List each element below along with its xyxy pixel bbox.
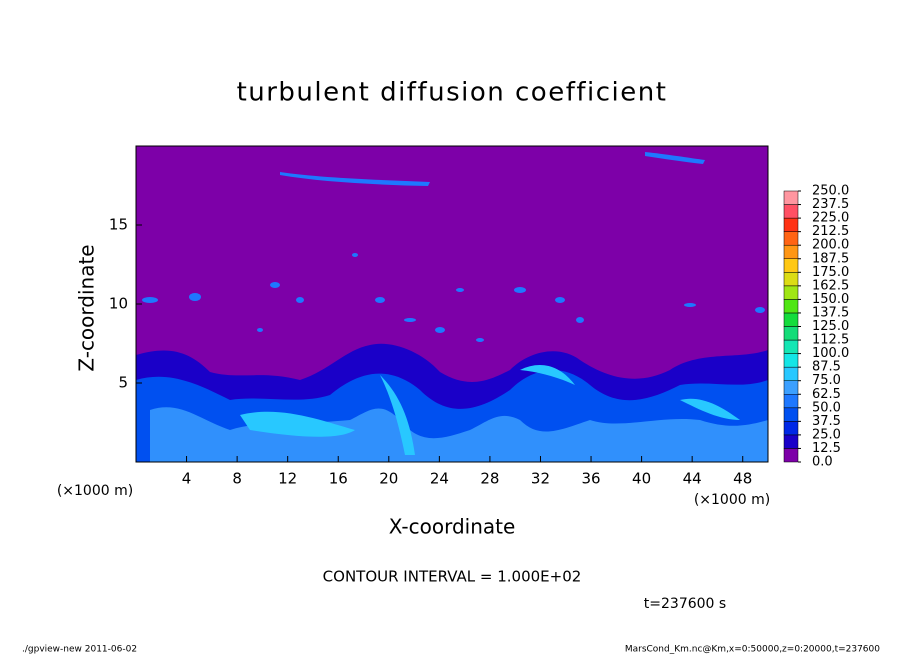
- colorbar-swatch: [783, 448, 799, 463]
- colorbar-label: 137.5: [812, 305, 849, 320]
- colorbar-swatch: [783, 366, 799, 381]
- colorbar-label: 237.5: [812, 197, 849, 212]
- colorbar-swatch: [783, 312, 799, 327]
- colorbar-label: 62.5: [812, 387, 841, 402]
- colorbar-label: 162.5: [812, 278, 849, 293]
- x-tick-label: 12: [278, 470, 297, 488]
- colorbar-swatch: [783, 380, 799, 395]
- x-tick-label: 24: [430, 470, 449, 488]
- colorbar-label: 225.0: [812, 211, 849, 226]
- colorbar-swatch: [783, 326, 799, 341]
- colorbar-swatch: [783, 434, 799, 449]
- field-region: [280, 152, 705, 186]
- colorbar-label: 0.0: [812, 455, 833, 470]
- colorbar-label: 150.0: [812, 292, 849, 307]
- colorbar-swatch: [783, 217, 799, 232]
- colorbar-swatch: [783, 204, 799, 219]
- x-tick-label: 36: [581, 470, 600, 488]
- time-label: t=237600 s: [644, 596, 726, 612]
- colorbar-label: 125.0: [812, 319, 849, 334]
- field-region: [150, 407, 768, 462]
- x-tick-label: 20: [379, 470, 398, 488]
- contour-field: [136, 146, 768, 462]
- contour-interval: CONTOUR INTERVAL = 1.000E+02: [323, 568, 582, 586]
- x-tick-label: 40: [632, 470, 651, 488]
- colorbar-label: 75.0: [812, 373, 841, 388]
- x-tick-label: 48: [733, 470, 752, 488]
- colorbar-swatch: [783, 285, 799, 300]
- x-axis-label: X-coordinate: [389, 515, 516, 539]
- colorbar-label: 175.0: [812, 265, 849, 280]
- x-tick-label: 4: [182, 470, 192, 488]
- colorbar-swatch: [783, 244, 799, 259]
- colorbar-swatch: [783, 258, 799, 273]
- colorbar-label: 212.5: [812, 224, 849, 239]
- colorbar-swatch: [783, 353, 799, 368]
- footer-right: MarsCond_Km.nc@Km,x=0:50000,z=0:20000,t=…: [625, 645, 880, 654]
- colorbar-swatch: [783, 299, 799, 314]
- colorbar-swatch: [783, 272, 799, 287]
- colorbar-label: 37.5: [812, 414, 841, 429]
- colorbar-label: 87.5: [812, 360, 841, 375]
- colorbar-label: 200.0: [812, 238, 849, 253]
- y-axis-label: Z-coordinate: [75, 244, 99, 371]
- colorbar-swatch: [783, 421, 799, 436]
- chart-title: turbulent diffusion coefficient: [237, 78, 668, 108]
- colorbar-label: 12.5: [812, 441, 841, 456]
- x-tick-label: 16: [329, 470, 348, 488]
- colorbar-swatch: [783, 339, 799, 354]
- x-tick-label: 8: [232, 470, 242, 488]
- colorbar-swatch: [783, 231, 799, 246]
- y-tick-label: 10: [109, 295, 128, 313]
- field-spots: [142, 253, 765, 342]
- colorbar-label: 25.0: [812, 427, 841, 442]
- x-axis-unit: (×1000 m): [694, 492, 770, 508]
- colorbar-label: 112.5: [812, 333, 849, 348]
- colorbar-swatch: [783, 407, 799, 422]
- y-tick-label: 5: [118, 374, 128, 392]
- x-tick-label: 28: [480, 470, 499, 488]
- x-tick-label: 44: [683, 470, 702, 488]
- y-axis-unit: (×1000 m): [57, 483, 133, 499]
- colorbar-label: 250.0: [812, 184, 849, 199]
- x-tick-label: 32: [531, 470, 550, 488]
- y-tick-label: 15: [109, 216, 128, 234]
- footer-left: ./gpview-new 2011-06-02: [22, 645, 137, 654]
- colorbar-swatch: [783, 394, 799, 409]
- colorbar-label: 50.0: [812, 400, 841, 415]
- colorbar-label: 100.0: [812, 346, 849, 361]
- colorbar-label: 187.5: [812, 251, 849, 266]
- colorbar-swatch: [783, 190, 799, 205]
